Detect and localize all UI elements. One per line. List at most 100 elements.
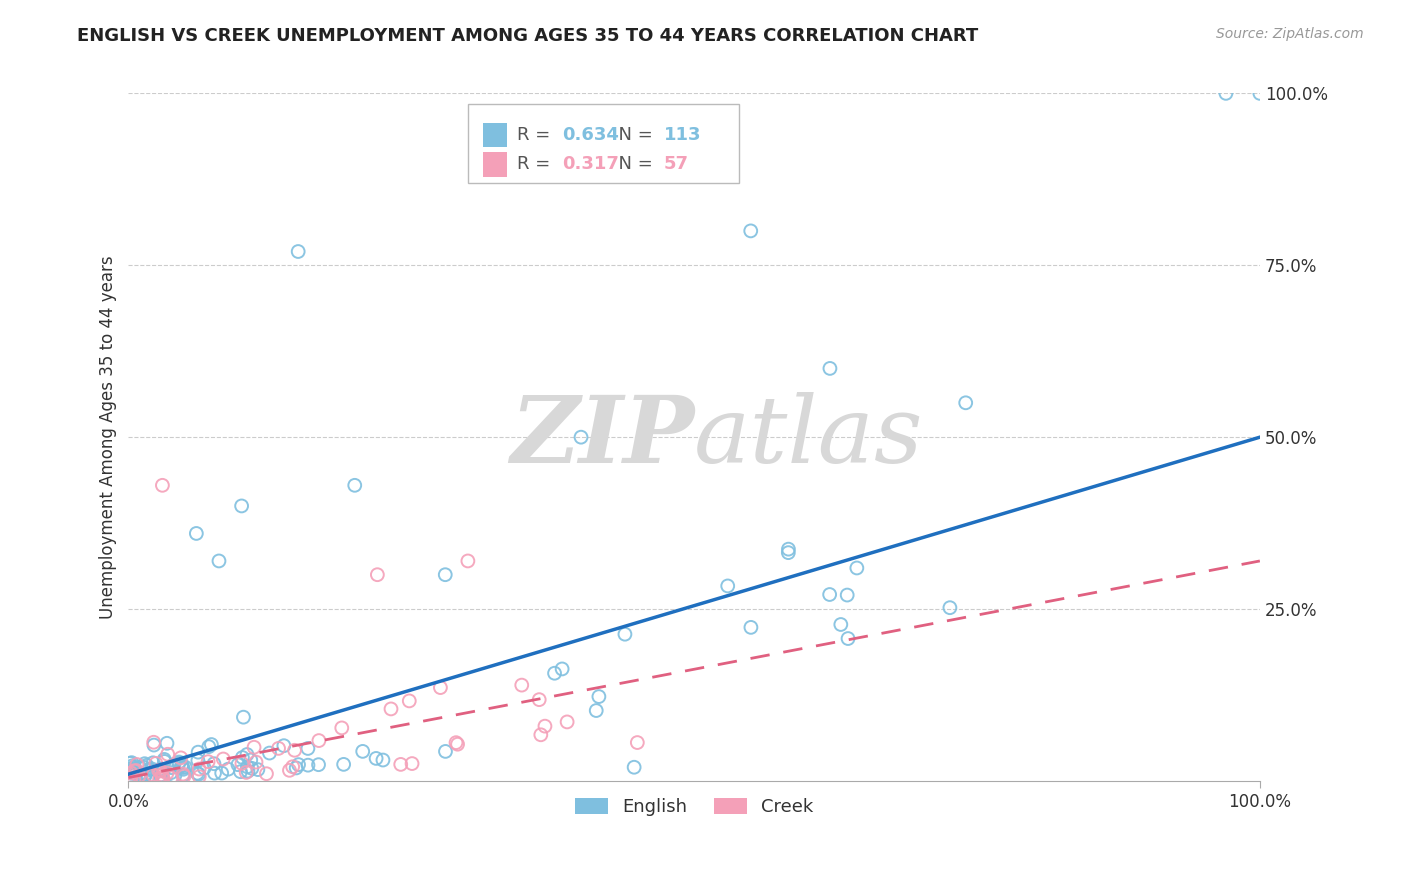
Point: [153, 752, 176, 766]
Point: [152, 772, 174, 786]
Point: [153, 755, 176, 769]
Point: [149, 764, 172, 778]
Point: [332, 757, 354, 772]
Point: [138, 763, 160, 777]
Point: [156, 736, 179, 750]
Point: [352, 744, 374, 758]
Text: N =: N =: [607, 155, 658, 173]
Point: [226, 757, 249, 772]
Point: [434, 567, 457, 582]
Point: [434, 744, 457, 758]
Point: [398, 694, 420, 708]
Point: [284, 743, 307, 757]
Point: [939, 600, 962, 615]
Point: [287, 757, 309, 772]
Point: [160, 765, 183, 780]
Point: [198, 739, 221, 754]
Point: [124, 767, 146, 781]
Point: [330, 721, 353, 735]
Point: [132, 760, 155, 774]
Point: [122, 772, 145, 787]
FancyBboxPatch shape: [482, 153, 508, 177]
Point: [235, 765, 257, 780]
Point: [343, 478, 366, 492]
Point: [124, 763, 146, 777]
Point: [401, 756, 423, 771]
Point: [142, 738, 165, 752]
Point: [132, 771, 155, 785]
Point: [120, 766, 142, 780]
Point: [211, 766, 233, 780]
Point: [555, 714, 578, 729]
Point: [243, 740, 266, 755]
Point: [366, 567, 388, 582]
Point: [231, 756, 253, 771]
Point: [308, 757, 330, 772]
Point: [120, 766, 142, 780]
Text: ZIP: ZIP: [510, 392, 695, 483]
Point: [366, 751, 388, 765]
Point: [188, 770, 211, 784]
Point: [160, 771, 183, 785]
Point: [172, 761, 194, 775]
Point: [186, 766, 208, 780]
Text: R =: R =: [516, 126, 555, 144]
Point: [778, 542, 800, 557]
Point: [193, 761, 215, 775]
Point: [818, 587, 841, 601]
Point: [120, 771, 142, 785]
Point: [740, 224, 762, 238]
Point: [120, 771, 142, 785]
Point: [529, 692, 551, 706]
Point: [141, 769, 163, 783]
Point: [118, 773, 141, 788]
Point: [588, 690, 610, 704]
Point: [128, 769, 150, 783]
Text: N =: N =: [607, 126, 658, 144]
Point: [149, 772, 172, 786]
Point: [174, 760, 197, 774]
Point: [281, 760, 304, 774]
Point: [142, 735, 165, 749]
Point: [124, 764, 146, 778]
Point: [246, 763, 269, 777]
Point: [125, 757, 148, 772]
Point: [285, 761, 308, 775]
Point: [167, 756, 190, 771]
Point: [837, 588, 859, 602]
Point: [170, 751, 193, 765]
Point: [212, 752, 235, 766]
Point: [585, 704, 607, 718]
Point: [172, 767, 194, 781]
Point: [152, 478, 174, 492]
Point: [240, 761, 263, 775]
Point: [740, 620, 762, 634]
FancyBboxPatch shape: [482, 123, 508, 147]
Point: [273, 739, 295, 753]
Point: [232, 710, 254, 724]
Point: [163, 757, 186, 772]
Point: [217, 762, 239, 776]
Point: [1215, 87, 1237, 101]
Point: [148, 764, 170, 778]
Point: [837, 632, 859, 646]
Point: [128, 767, 150, 781]
Point: [371, 753, 394, 767]
Point: [134, 769, 156, 783]
Point: [551, 662, 574, 676]
Point: [818, 361, 841, 376]
Point: [149, 768, 172, 782]
Point: [172, 768, 194, 782]
Point: [845, 561, 868, 575]
Point: [543, 666, 565, 681]
Point: [256, 766, 278, 780]
Point: [188, 762, 211, 776]
Point: [187, 767, 209, 781]
Point: [259, 746, 281, 760]
Point: [187, 745, 209, 759]
Point: [429, 681, 451, 695]
Point: [267, 741, 290, 756]
FancyBboxPatch shape: [468, 103, 740, 183]
Point: [118, 756, 141, 771]
Point: [121, 759, 143, 773]
